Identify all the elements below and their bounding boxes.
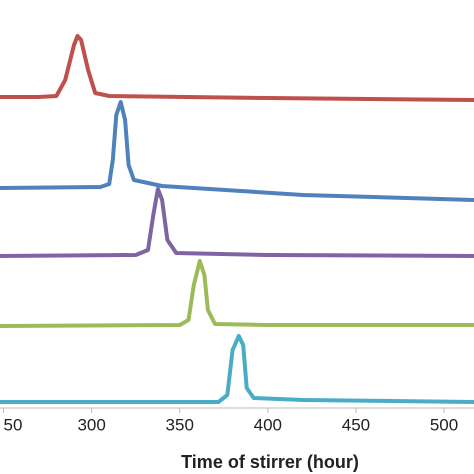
series-line	[0, 34, 474, 102]
x-tick-label: 300	[77, 415, 105, 434]
series-line	[0, 334, 474, 404]
series-line	[0, 259, 474, 328]
x-tick-label: 450	[342, 415, 370, 434]
x-tick-label: 500	[430, 415, 458, 434]
series-line	[0, 187, 474, 258]
x-tick-label: 50	[4, 415, 23, 434]
series-line	[0, 100, 474, 202]
x-axis-label: Time of stirrer (hour)	[181, 452, 359, 472]
x-tick-label: 350	[166, 415, 194, 434]
x-tick-label: 400	[254, 415, 282, 434]
